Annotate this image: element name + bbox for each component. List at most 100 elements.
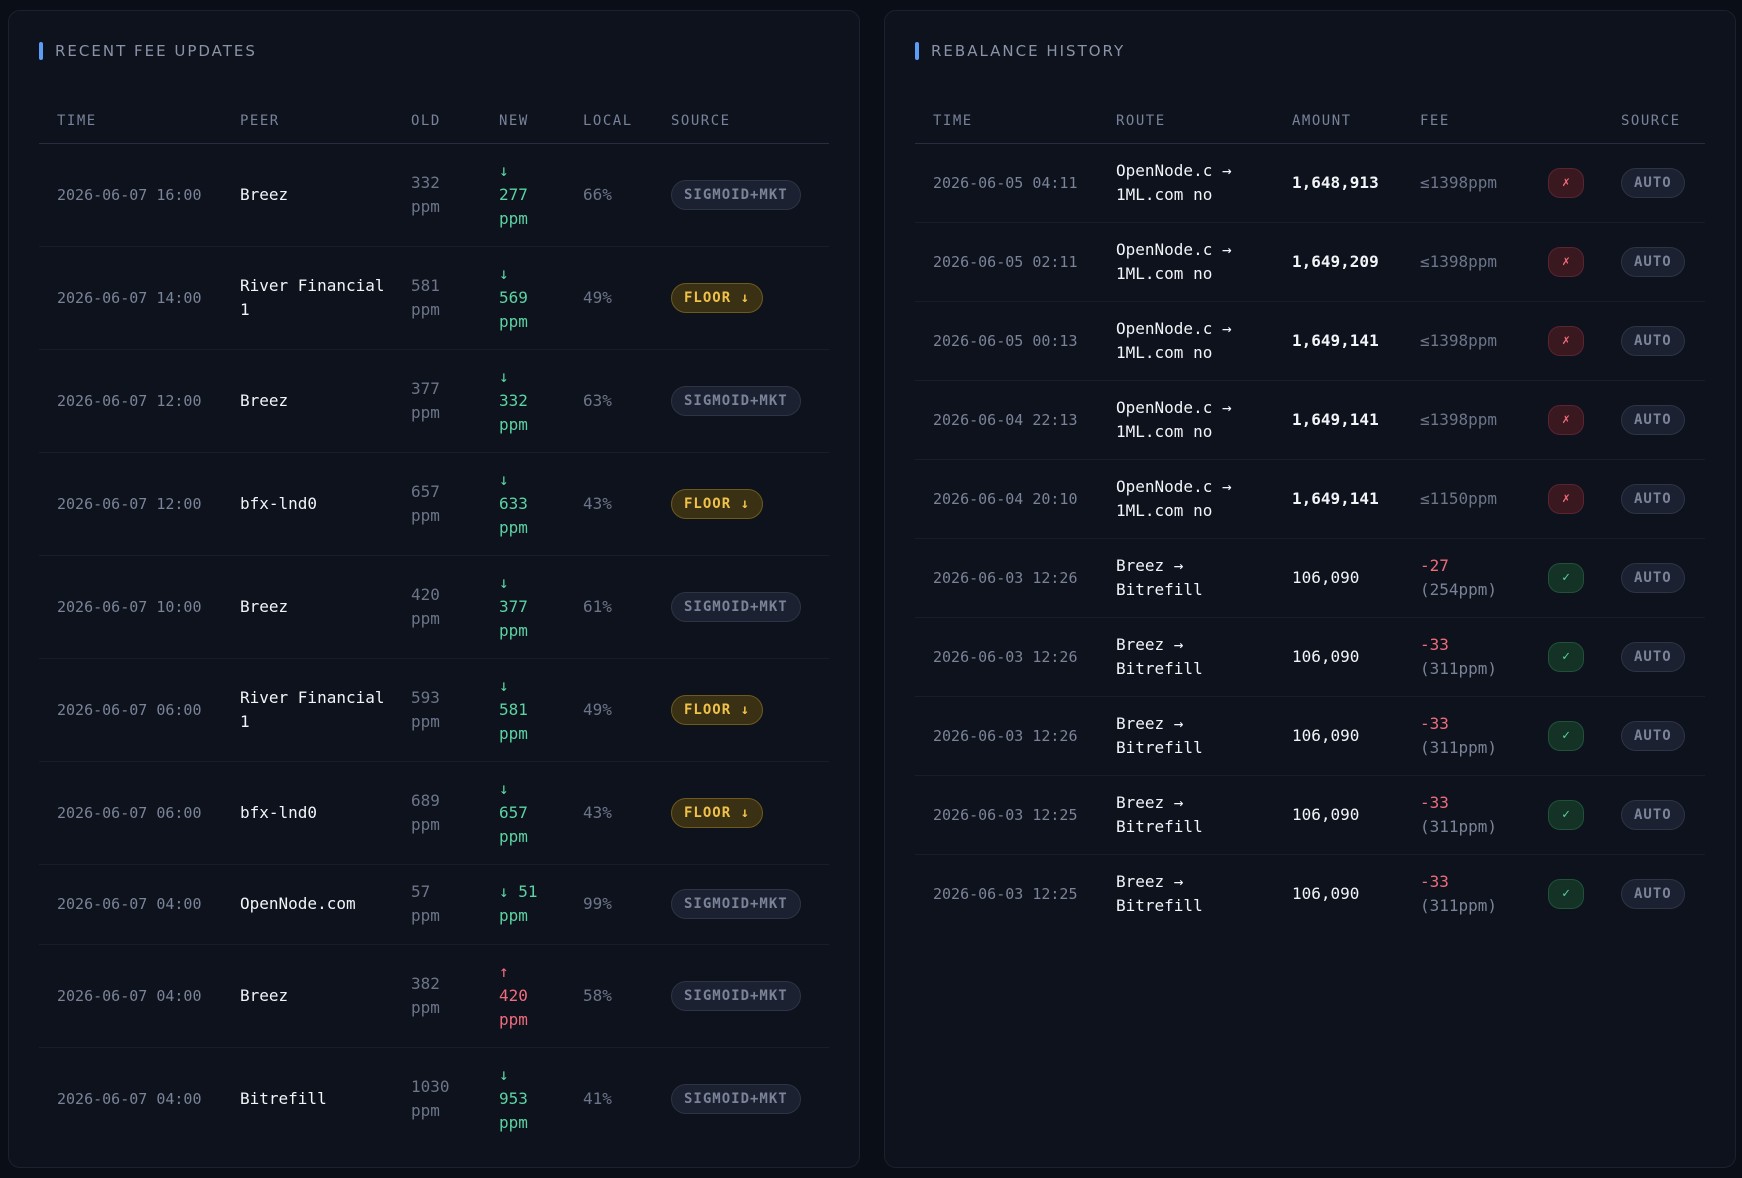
route-from: Breez →: [1116, 555, 1184, 575]
fee-updates-panel: RECENT FEE UPDATES TIME PEER OLD NEW LOC…: [8, 10, 860, 1168]
fee-ppm: (311ppm): [1420, 658, 1498, 678]
col-new[interactable]: NEW: [481, 99, 565, 144]
new-fee-value: 277: [499, 184, 528, 204]
peer-cell: bfx-lnd0: [222, 761, 393, 865]
peer-cell: Breez: [222, 555, 393, 659]
table-row[interactable]: 2026-06-03 12:26 Breez → Bitrefill 106,090-…: [915, 617, 1705, 697]
check-icon: ✓: [1548, 720, 1584, 751]
rebalance-history-panel: REBALANCE HISTORY TIME ROUTE AMOUNT FEE …: [884, 10, 1736, 1168]
col-source[interactable]: SOURCE: [653, 99, 829, 144]
fee-value: -33: [1420, 634, 1449, 654]
new-fee-cell: ↓ 569 ppm: [481, 246, 565, 350]
col-fee[interactable]: FEE: [1402, 99, 1530, 144]
source-badge: AUTO: [1621, 404, 1685, 435]
fee-value: ≤1398ppm: [1420, 172, 1498, 192]
old-fee-unit: ppm: [411, 402, 440, 422]
col-local[interactable]: LOCAL: [565, 99, 653, 144]
route-cell: Breez → Bitrefill: [1098, 854, 1274, 933]
route-cell: Breez → Bitrefill: [1098, 775, 1274, 855]
new-fee-cell: ↓ 377 ppm: [481, 555, 565, 659]
col-old[interactable]: OLD: [393, 99, 481, 144]
table-row[interactable]: 2026-06-05 00:13 OpenNode.c → 1ML.com no 1,…: [915, 301, 1705, 381]
local-balance-cell: 41%: [583, 1088, 612, 1108]
table-row[interactable]: 2026-06-04 22:13 OpenNode.c → 1ML.com no 1,…: [915, 380, 1705, 460]
new-fee-unit: ppm: [499, 414, 528, 434]
source-cell: FLOOR ↓: [653, 452, 829, 556]
table-row[interactable]: 2026-06-03 12:25 Breez → Bitrefill 106,090-…: [915, 775, 1705, 855]
old-fee-value: 420: [411, 584, 440, 604]
old-fee-cell: 689 ppm: [393, 761, 481, 865]
time-cell: 2026-06-07 06:00: [39, 658, 222, 762]
fee-ppm: (254ppm): [1420, 579, 1498, 599]
route-from: Breez →: [1116, 634, 1184, 654]
table-row[interactable]: 2026-06-03 12:26 Breez → Bitrefill 106,090-…: [915, 538, 1705, 618]
table-row[interactable]: 2026-06-03 12:25 Breez → Bitrefill 106,090-…: [915, 854, 1705, 933]
arrow-down-icon: ↓: [499, 366, 509, 386]
fee-updates-header: RECENT FEE UPDATES: [39, 41, 257, 61]
old-fee-value: 581: [411, 275, 440, 295]
time-cell: 2026-06-03 12:26: [915, 538, 1098, 618]
table-row[interactable]: 2026-06-04 20:10 OpenNode.c → 1ML.com no 1,…: [915, 459, 1705, 539]
route-cell: OpenNode.c → 1ML.com no: [1098, 222, 1274, 302]
source-cell: AUTO: [1603, 459, 1705, 539]
source-cell: FLOOR ↓: [653, 246, 829, 350]
route-to: Bitrefill: [1116, 737, 1203, 757]
old-fee-cell: 377 ppm: [393, 349, 481, 453]
route-from: OpenNode.c →: [1116, 397, 1232, 417]
col-time[interactable]: TIME: [39, 99, 222, 144]
table-row[interactable]: 2026-06-07 12:00 bfx-lnd0 657 ppm ↓ 633 ppm 43%…: [39, 452, 829, 556]
source-badge: SIGMOID+MKT: [671, 591, 801, 622]
local-balance-cell: 49%: [565, 246, 653, 350]
arrow-down-icon: ↓: [499, 469, 509, 489]
source-cell: AUTO: [1603, 775, 1705, 855]
table-row[interactable]: 2026-06-07 16:00 Breez 332 ppm ↓ 277 ppm 66% SIG…: [39, 143, 829, 247]
table-row[interactable]: 2026-06-07 04:00 OpenNode.com 57 ppm ↓ 51 ppm…: [39, 864, 829, 945]
table-row[interactable]: 2026-06-07 06:00 River Financial 1 593 ppm ↓…: [39, 658, 829, 762]
status-cell: ✗: [1530, 222, 1603, 302]
status-cell: ✗: [1530, 459, 1603, 539]
table-row[interactable]: 2026-06-07 10:00 Breez 420 ppm ↓ 377 ppm 61% SIG…: [39, 555, 829, 659]
old-fee-cell: 420 ppm: [393, 555, 481, 659]
source-cell: AUTO: [1603, 617, 1705, 697]
amount-cell: 1,649,141: [1274, 301, 1402, 381]
new-fee-cell: ↑ 420 ppm: [481, 944, 565, 1048]
table-row[interactable]: 2026-06-05 04:11 OpenNode.c → 1ML.com no 1,…: [915, 143, 1705, 223]
cross-icon: ✗: [1548, 483, 1584, 514]
col-status: [1530, 99, 1603, 144]
time-cell: 2026-06-04 22:13: [915, 380, 1098, 460]
col-route[interactable]: ROUTE: [1098, 99, 1274, 144]
col-source[interactable]: SOURCE: [1603, 99, 1705, 144]
table-row[interactable]: 2026-06-05 02:11 OpenNode.c → 1ML.com no 1,…: [915, 222, 1705, 302]
source-badge: SIGMOID+MKT: [671, 179, 801, 210]
time-cell: 2026-06-07 04:00: [39, 864, 222, 945]
table-row[interactable]: 2026-06-07 04:00 Breez 382 ppm ↑ 420 ppm 58% SIG…: [39, 944, 829, 1048]
table-row[interactable]: 2026-06-03 12:26 Breez → Bitrefill 106,090-…: [915, 696, 1705, 776]
table-row[interactable]: 2026-06-07 06:00 bfx-lnd0 689 ppm ↓ 657 ppm 43%…: [39, 761, 829, 865]
peer-cell: Breez: [222, 349, 393, 453]
source-cell: AUTO: [1603, 222, 1705, 302]
table-row[interactable]: 2026-06-07 12:00 Breez 377 ppm ↓ 332 ppm 63% SIG…: [39, 349, 829, 453]
old-fee-unit: ppm: [411, 711, 440, 731]
peer-cell: bfx-lnd0: [222, 452, 393, 556]
route-from: OpenNode.c →: [1116, 239, 1232, 259]
col-time[interactable]: TIME: [915, 99, 1098, 144]
cross-icon: ✗: [1548, 246, 1584, 277]
old-fee-value: 1030: [411, 1076, 450, 1096]
fee-cell: ≤1398ppm: [1402, 222, 1530, 302]
col-peer[interactable]: PEER: [222, 99, 393, 144]
table-row[interactable]: 2026-06-07 04:00 Bitrefill 1030 ppm ↓ 953 ppm 4…: [39, 1047, 829, 1150]
new-fee-cell: ↓ 332 ppm: [481, 349, 565, 453]
local-balance-cell: 49%: [565, 658, 653, 762]
table-row[interactable]: 2026-06-07 14:00 River Financial 1 581 ppm ↓…: [39, 246, 829, 350]
source-badge: AUTO: [1621, 878, 1685, 909]
old-fee-value: 332: [411, 172, 440, 192]
source-cell: AUTO: [1603, 143, 1705, 223]
source-cell: SIGMOID+MKT: [653, 944, 829, 1048]
source-cell: AUTO: [1603, 301, 1705, 381]
col-amount[interactable]: AMOUNT: [1274, 99, 1402, 144]
time-cell: 2026-06-04 20:10: [915, 459, 1098, 539]
arrow-down-icon: ↓: [499, 263, 509, 283]
source-badge: FLOOR ↓: [671, 488, 764, 519]
fee-value: -33: [1420, 792, 1449, 812]
new-fee-value: 332: [499, 390, 528, 410]
